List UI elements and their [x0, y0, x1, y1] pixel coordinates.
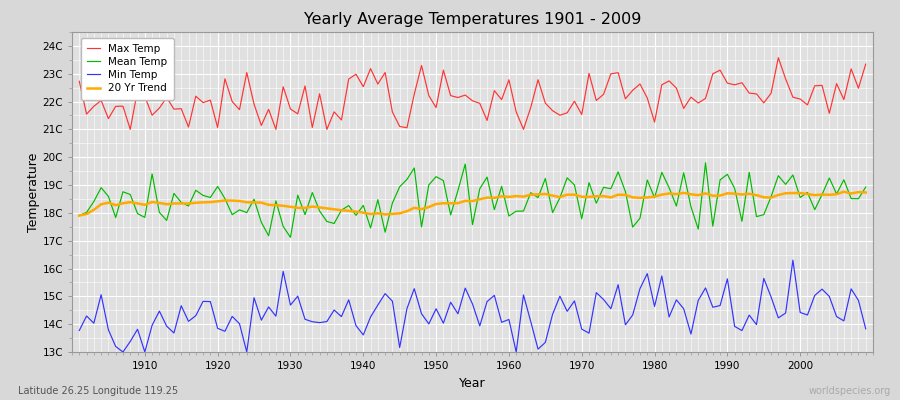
Mean Temp	[503, 214, 514, 218]
Mean Temp	[511, 209, 522, 214]
Line: Max Temp: Max Temp	[79, 58, 866, 129]
20 Yr Trend	[860, 190, 871, 195]
Max Temp	[503, 77, 514, 82]
Max Temp	[125, 127, 136, 132]
Text: worldspecies.org: worldspecies.org	[809, 386, 891, 396]
Min Temp	[511, 350, 522, 354]
Legend: Max Temp, Mean Temp, Min Temp, 20 Yr Trend: Max Temp, Mean Temp, Min Temp, 20 Yr Tre…	[81, 38, 174, 100]
20 Yr Trend	[74, 213, 85, 218]
Mean Temp	[132, 211, 143, 216]
Min Temp	[598, 297, 609, 302]
Max Temp	[343, 77, 354, 82]
Min Temp	[140, 350, 150, 354]
Line: Min Temp: Min Temp	[79, 260, 866, 352]
Line: Mean Temp: Mean Temp	[79, 163, 866, 237]
X-axis label: Year: Year	[459, 376, 486, 390]
20 Yr Trend	[292, 206, 303, 210]
Mean Temp	[300, 212, 310, 217]
20 Yr Trend	[132, 201, 143, 206]
Mean Temp	[700, 160, 711, 165]
Max Temp	[860, 62, 871, 66]
Max Temp	[511, 110, 522, 114]
Max Temp	[773, 55, 784, 60]
Min Temp	[343, 297, 354, 302]
Mean Temp	[598, 185, 609, 190]
Min Temp	[503, 317, 514, 322]
Max Temp	[598, 92, 609, 97]
Title: Yearly Average Temperatures 1901 - 2009: Yearly Average Temperatures 1901 - 2009	[304, 12, 641, 27]
Max Temp	[140, 94, 150, 99]
Min Temp	[788, 258, 798, 262]
Max Temp	[74, 79, 85, 84]
Mean Temp	[343, 203, 354, 208]
Mean Temp	[860, 185, 871, 190]
Max Temp	[300, 84, 310, 88]
Min Temp	[74, 328, 85, 333]
Min Temp	[300, 317, 310, 322]
Y-axis label: Temperature: Temperature	[27, 152, 40, 232]
Text: Latitude 26.25 Longitude 119.25: Latitude 26.25 Longitude 119.25	[18, 386, 178, 396]
Min Temp	[118, 350, 129, 354]
20 Yr Trend	[336, 208, 346, 213]
Mean Temp	[285, 235, 296, 240]
Min Temp	[860, 326, 871, 331]
Line: 20 Yr Trend: 20 Yr Trend	[79, 192, 866, 216]
Mean Temp	[74, 213, 85, 218]
20 Yr Trend	[839, 189, 850, 194]
20 Yr Trend	[591, 194, 602, 199]
20 Yr Trend	[503, 194, 514, 199]
20 Yr Trend	[496, 194, 507, 199]
